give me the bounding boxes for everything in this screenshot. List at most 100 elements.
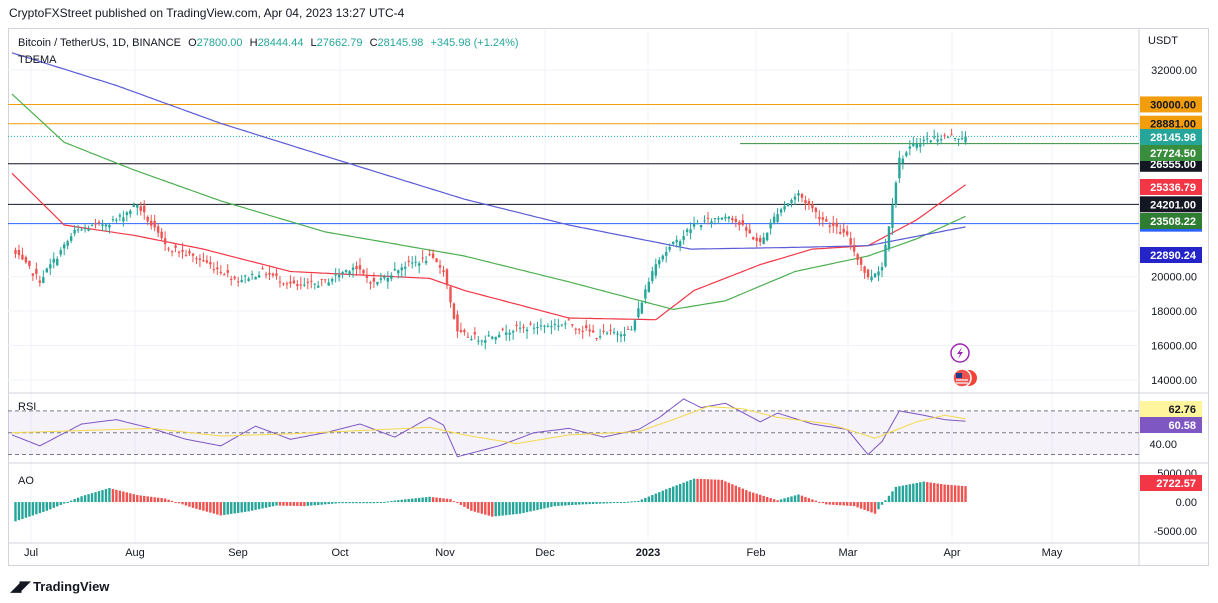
ao-bar bbox=[720, 479, 724, 503]
ao-bar bbox=[762, 495, 765, 503]
candle-body bbox=[776, 214, 779, 222]
candle-body bbox=[153, 220, 156, 228]
candle-body bbox=[275, 273, 278, 276]
ao-bar bbox=[369, 502, 372, 504]
ao-bar bbox=[574, 502, 577, 505]
ao-bar bbox=[63, 502, 66, 504]
ao-bar bbox=[682, 482, 685, 503]
rsi-ma-value-label: 62.76 bbox=[1168, 404, 1196, 416]
ao-bar bbox=[132, 494, 135, 503]
candle-body bbox=[901, 158, 905, 164]
ao-bar bbox=[908, 484, 912, 503]
x-tick-label: Sep bbox=[228, 547, 248, 559]
ao-title: AO bbox=[18, 475, 34, 487]
ao-bar bbox=[588, 502, 591, 505]
ao-bar bbox=[317, 502, 320, 505]
candle-body bbox=[752, 237, 755, 240]
change-value: +345.98 (+1.24%) bbox=[431, 37, 519, 49]
ao-bar bbox=[417, 497, 421, 503]
ao-bar bbox=[223, 502, 226, 515]
ao-bar bbox=[442, 498, 445, 503]
candle-body bbox=[424, 260, 428, 264]
candle-body bbox=[188, 251, 191, 254]
series-value-label: 28145.98 bbox=[1150, 132, 1196, 144]
ao-bar bbox=[564, 502, 567, 506]
candle-body bbox=[870, 276, 873, 281]
ao-bar bbox=[35, 502, 38, 515]
low-label: L bbox=[311, 37, 317, 49]
ao-bar bbox=[745, 490, 748, 503]
ao-bar bbox=[341, 502, 344, 504]
ao-bar bbox=[595, 502, 598, 504]
candle-body bbox=[115, 219, 118, 221]
candle-body bbox=[682, 236, 685, 240]
candle-body bbox=[278, 281, 282, 283]
ao-bar bbox=[237, 502, 240, 513]
candle-body bbox=[205, 260, 209, 263]
ao-bar bbox=[765, 497, 769, 503]
ao-bar bbox=[915, 482, 918, 503]
ao-bar bbox=[543, 502, 546, 509]
ao-bar bbox=[797, 494, 800, 503]
ao-bar bbox=[818, 501, 821, 503]
events-icon[interactable] bbox=[950, 343, 970, 363]
candle-body bbox=[797, 193, 800, 196]
candle-body bbox=[525, 329, 529, 332]
candle-body bbox=[362, 269, 365, 274]
candle-body bbox=[748, 229, 751, 234]
candle-body bbox=[706, 217, 710, 219]
high-value: 28444.44 bbox=[258, 37, 304, 49]
candle-body bbox=[372, 278, 376, 282]
candle-body bbox=[386, 277, 390, 282]
candle-body bbox=[452, 303, 456, 319]
level-price-label: 28881.00 bbox=[1150, 119, 1196, 131]
candle-body bbox=[97, 221, 101, 223]
candle-body bbox=[591, 330, 595, 333]
series-value-label-bg bbox=[1140, 129, 1202, 145]
ao-bar bbox=[205, 502, 209, 512]
ao-bar bbox=[522, 502, 525, 513]
candle-body bbox=[487, 335, 490, 337]
ao-bar bbox=[243, 502, 247, 512]
ao-bar bbox=[104, 489, 108, 503]
candle-body bbox=[602, 330, 605, 332]
ao-bar bbox=[901, 485, 905, 503]
ao-bar bbox=[734, 485, 738, 503]
ao-bar bbox=[470, 502, 473, 511]
tradingview-logo[interactable]: ◢◤ TradingView bbox=[10, 577, 109, 595]
ao-bar bbox=[665, 489, 668, 503]
candle-body bbox=[296, 284, 299, 287]
candle-body bbox=[849, 238, 852, 245]
ao-bar bbox=[856, 502, 859, 508]
candle-body bbox=[491, 336, 494, 339]
ao-bar bbox=[445, 498, 449, 503]
chart-frame[interactable] bbox=[8, 28, 1209, 566]
series-value-label: 22890.24 bbox=[1150, 250, 1197, 262]
candle-body bbox=[42, 277, 45, 283]
ao-bar bbox=[738, 487, 741, 503]
ao-bar bbox=[525, 502, 529, 513]
candle-body bbox=[21, 254, 24, 260]
ao-bar bbox=[163, 498, 167, 503]
candle-body bbox=[87, 229, 90, 231]
candle-body bbox=[539, 325, 543, 327]
ao-bar bbox=[463, 502, 466, 507]
candle-body bbox=[609, 329, 612, 331]
candle-body bbox=[456, 314, 459, 332]
ao-bar bbox=[167, 499, 170, 503]
candle-body bbox=[529, 323, 532, 325]
ao-bar bbox=[379, 502, 383, 504]
ao-bar bbox=[759, 494, 762, 503]
ao-tick-label: 0.00 bbox=[1176, 497, 1197, 509]
ao-bar bbox=[605, 502, 609, 504]
x-tick-label: May bbox=[1042, 547, 1063, 559]
ao-bar bbox=[755, 493, 758, 503]
us-flag-icon[interactable] bbox=[952, 368, 977, 388]
ao-bar bbox=[630, 501, 633, 503]
candle-body bbox=[567, 319, 570, 321]
candle-body bbox=[118, 215, 122, 217]
candle-body bbox=[150, 220, 153, 226]
candle-body bbox=[518, 327, 522, 329]
candle-body bbox=[223, 274, 226, 276]
